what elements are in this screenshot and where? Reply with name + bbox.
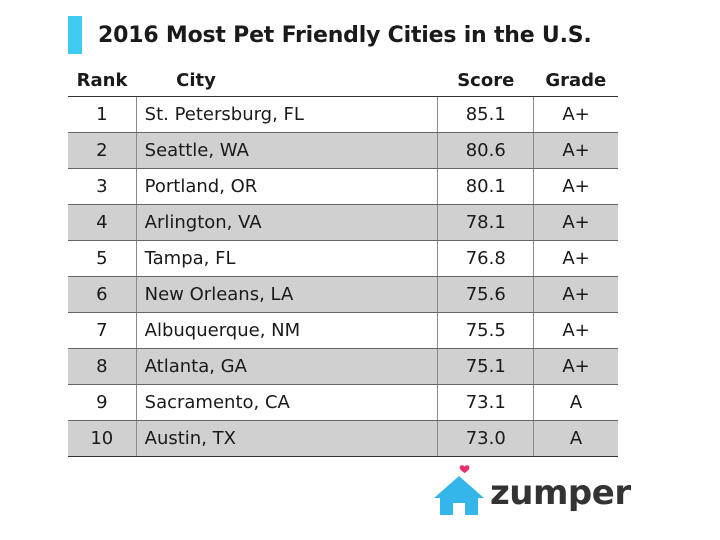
city-cell: Albuquerque, NM [135, 312, 438, 349]
score-cell: 75.5 [437, 312, 534, 349]
score-cell: 80.6 [437, 132, 534, 169]
grade-cell: A+ [533, 96, 618, 133]
table-row: 2 Seattle, WA 80.6 A+ [68, 132, 618, 169]
grade-cell: A+ [533, 132, 618, 169]
table-row: 9 Sacramento, CA 73.1 A [68, 384, 618, 421]
score-cell: 76.8 [437, 240, 534, 277]
table-row: 5 Tampa, FL 76.8 A+ [68, 240, 618, 277]
rank-cell: 4 [68, 204, 137, 241]
rank-cell: 1 [68, 96, 137, 133]
city-cell: Seattle, WA [135, 132, 438, 169]
city-cell: Tampa, FL [135, 240, 438, 277]
score-cell: 78.1 [437, 204, 534, 241]
title-block: 2016 Most Pet Friendly Cities in the U.S… [68, 16, 592, 54]
grade-cell: A+ [533, 276, 618, 313]
city-cell: St. Petersburg, FL [135, 96, 438, 133]
city-cell: Arlington, VA [135, 204, 438, 241]
grade-cell: A [533, 420, 618, 457]
score-cell: 73.0 [437, 420, 534, 457]
city-cell: New Orleans, LA [135, 276, 438, 313]
city-cell: Atlanta, GA [135, 348, 438, 385]
grade-cell: A+ [533, 204, 618, 241]
logo-text: zumper [490, 473, 631, 513]
page-title: 2016 Most Pet Friendly Cities in the U.S… [98, 22, 592, 48]
header-score: Score [437, 64, 534, 97]
grade-cell: A+ [533, 240, 618, 277]
table-row: 1 St. Petersburg, FL 85.1 A+ [68, 96, 618, 133]
grade-cell: A+ [533, 348, 618, 385]
rank-cell: 3 [68, 168, 137, 205]
zumper-logo: zumper [432, 462, 631, 518]
score-cell: 73.1 [437, 384, 534, 421]
header-city: City [136, 64, 438, 97]
table-row: 8 Atlanta, GA 75.1 A+ [68, 348, 618, 385]
title-accent-bar [68, 16, 82, 54]
header-rank: Rank [68, 64, 137, 97]
rank-cell: 10 [68, 420, 137, 457]
score-cell: 85.1 [437, 96, 534, 133]
rank-cell: 7 [68, 312, 137, 349]
rank-cell: 2 [68, 132, 137, 169]
city-cell: Portland, OR [135, 168, 438, 205]
table-row: 4 Arlington, VA 78.1 A+ [68, 204, 618, 241]
table-row: 3 Portland, OR 80.1 A+ [68, 168, 618, 205]
rank-cell: 9 [68, 384, 137, 421]
header-grade: Grade [533, 64, 618, 97]
rankings-table: Rank City Score Grade 1 St. Petersburg, F… [68, 64, 618, 457]
score-cell: 80.1 [437, 168, 534, 205]
table-row: 6 New Orleans, LA 75.6 A+ [68, 276, 618, 313]
city-cell: Sacramento, CA [135, 384, 438, 421]
table-row: 7 Albuquerque, NM 75.5 A+ [68, 312, 618, 349]
grade-cell: A+ [533, 312, 618, 349]
rank-cell: 6 [68, 276, 137, 313]
grade-cell: A [533, 384, 618, 421]
rank-cell: 8 [68, 348, 137, 385]
grade-cell: A+ [533, 168, 618, 205]
table-header-row: Rank City Score Grade [68, 64, 618, 97]
table-row: 10 Austin, TX 73.0 A [68, 420, 618, 457]
score-cell: 75.6 [437, 276, 534, 313]
house-heart-icon [434, 465, 484, 515]
rank-cell: 5 [68, 240, 137, 277]
score-cell: 75.1 [437, 348, 534, 385]
city-cell: Austin, TX [135, 420, 438, 457]
